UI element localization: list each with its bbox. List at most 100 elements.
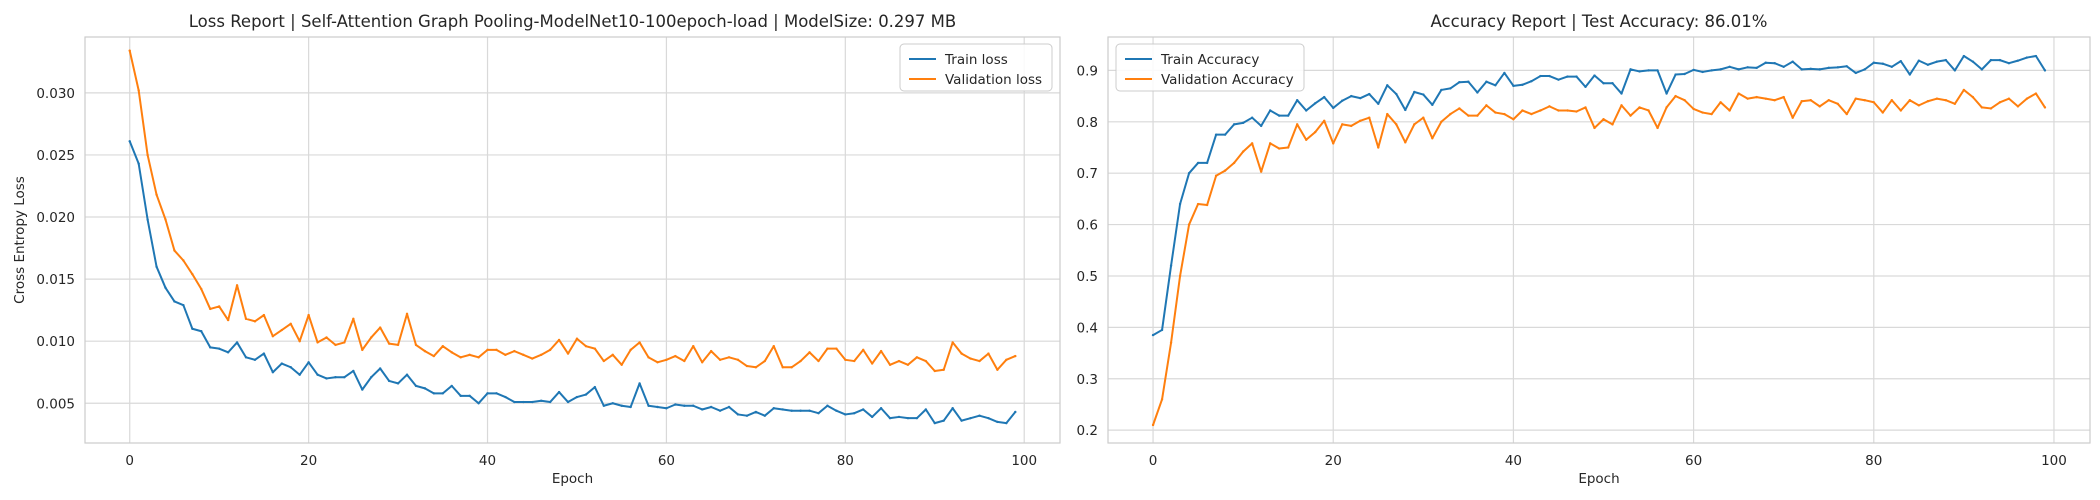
data-point <box>1593 126 1596 130</box>
data-point <box>182 303 185 307</box>
data-point <box>620 363 623 366</box>
data-point <box>1575 110 1578 113</box>
data-point <box>1422 93 1425 96</box>
legend-label: Train loss <box>944 52 1008 68</box>
data-point <box>1530 112 1533 116</box>
data-point <box>692 404 695 407</box>
legend-label: Validation Accuracy <box>1161 72 1294 88</box>
data-point <box>191 327 194 330</box>
data-point <box>1151 333 1155 337</box>
data-point <box>701 361 704 364</box>
chart-panel-2: 0 20 40 60 80 100 0.2 0.3 0.4 0.5 0.6 0.7 0.8 0.9 Accu… <box>1077 12 2091 487</box>
data-point <box>1800 68 1803 71</box>
data-point <box>1881 62 1884 65</box>
data-point <box>978 359 981 363</box>
legend-box <box>1115 43 1305 92</box>
y-tick-label: 0.010 <box>36 334 75 350</box>
data-point <box>387 342 391 345</box>
data-point <box>289 366 292 369</box>
data-point <box>1782 65 1785 69</box>
data-point <box>1458 81 1461 84</box>
data-point <box>915 416 919 420</box>
charts-root: 0 20 40 60 80 100 0.005 0.010 0.015 0.020 0.025 0.0… <box>12 12 2091 487</box>
data-point <box>808 351 811 354</box>
data-point <box>414 384 418 388</box>
data-point <box>164 218 167 221</box>
data-point <box>343 341 346 344</box>
data-point <box>1800 100 1803 103</box>
legend: Train loss Validation loss <box>899 43 1053 92</box>
data-point <box>593 385 597 389</box>
data-point <box>1521 83 1524 86</box>
data-point <box>1259 170 1263 173</box>
data-point <box>1404 108 1407 112</box>
plot-frame <box>1107 36 2091 444</box>
data-point <box>244 317 248 321</box>
data-point <box>1205 161 1209 165</box>
data-point <box>727 356 731 359</box>
data-point <box>1196 202 1200 206</box>
data-point <box>1710 112 1713 116</box>
data-point <box>772 344 775 348</box>
data-point <box>790 366 793 369</box>
data-point <box>1214 133 1218 136</box>
data-point <box>1359 96 1362 100</box>
data-point <box>1539 109 1542 112</box>
data-point <box>253 358 257 362</box>
data-point <box>1908 99 1912 102</box>
data-point <box>602 359 606 363</box>
legend-label: Train Accuracy <box>1160 52 1259 68</box>
data-point <box>1422 116 1425 119</box>
data-point <box>146 218 149 221</box>
data-point <box>1989 107 1993 110</box>
data-point <box>1268 109 1272 112</box>
data-point <box>522 353 525 357</box>
data-point <box>370 336 373 339</box>
data-point <box>1187 171 1191 175</box>
x-tick-label: 60 <box>1685 453 1702 469</box>
data-point <box>897 415 901 419</box>
data-point <box>539 399 543 402</box>
data-point <box>1485 80 1488 83</box>
data-point <box>226 351 230 354</box>
data-point <box>155 193 158 196</box>
data-point <box>1746 97 1749 100</box>
data-point <box>1656 126 1659 130</box>
data-point <box>996 420 999 424</box>
x-tick-label: 40 <box>479 453 496 469</box>
data-point <box>2034 92 2038 95</box>
data-point <box>951 341 954 344</box>
data-point <box>611 402 614 405</box>
data-point <box>477 402 480 405</box>
data-point <box>1944 58 1948 62</box>
data-point <box>182 259 185 262</box>
data-point <box>1232 161 1236 165</box>
data-point <box>128 140 131 143</box>
data-point <box>173 249 176 252</box>
data-point <box>1719 68 1722 71</box>
data-point <box>1295 99 1299 102</box>
data-point <box>1980 106 1984 109</box>
data-point <box>1521 109 1524 112</box>
data-point <box>1539 74 1542 78</box>
data-point <box>334 376 337 379</box>
data-point <box>1728 109 1731 112</box>
data-point <box>1989 58 1993 62</box>
data-point <box>969 416 972 420</box>
data-point <box>575 337 579 340</box>
series-line <box>1152 88 2046 427</box>
data-point <box>879 407 883 410</box>
data-point <box>217 347 221 350</box>
data-point <box>378 326 382 329</box>
data-point <box>1728 65 1731 69</box>
data-point <box>191 272 194 276</box>
data-point <box>1187 223 1191 226</box>
data-point <box>1286 146 1290 149</box>
data-point <box>790 409 793 412</box>
data-point <box>1404 141 1407 144</box>
data-point <box>960 352 963 355</box>
data-point <box>1014 410 1017 414</box>
data-point <box>548 400 552 404</box>
data-point <box>1899 109 1903 112</box>
